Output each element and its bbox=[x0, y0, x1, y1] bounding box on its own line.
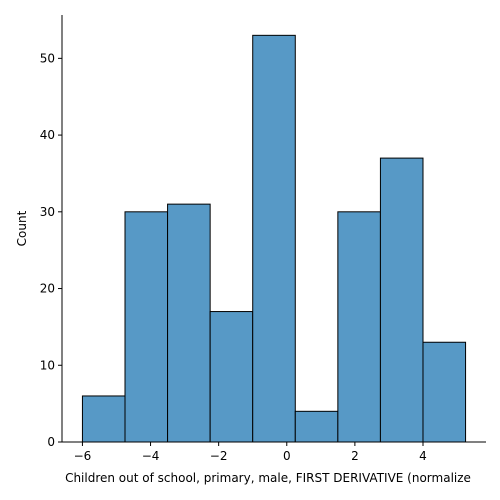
histogram-bars bbox=[81, 34, 467, 443]
histogram-bar bbox=[209, 311, 254, 443]
x-axis-label: Children out of school, primary, male, F… bbox=[65, 471, 471, 485]
histogram-bar bbox=[124, 211, 169, 443]
x-tick-label: −2 bbox=[210, 449, 228, 463]
x-tick-label: 2 bbox=[351, 449, 359, 463]
histogram-bar bbox=[379, 157, 424, 443]
y-tick-label: 40 bbox=[40, 128, 55, 142]
x-tick-label: 4 bbox=[419, 449, 427, 463]
histogram-bar bbox=[337, 211, 381, 443]
y-tick-label: 30 bbox=[40, 205, 55, 219]
x-tick-label: −4 bbox=[142, 449, 160, 463]
x-tick-label: 0 bbox=[283, 449, 291, 463]
histogram-bar bbox=[252, 34, 296, 443]
y-axis-ticks: 0 10 20 30 40 50 bbox=[40, 51, 62, 449]
histogram-bar bbox=[167, 203, 211, 443]
y-tick-label: 0 bbox=[47, 435, 55, 449]
y-tick-label: 50 bbox=[40, 51, 55, 65]
histogram-bar bbox=[81, 395, 126, 443]
y-axis-label: Count bbox=[15, 210, 29, 246]
y-tick-label: 20 bbox=[40, 282, 55, 296]
histogram-bar bbox=[294, 410, 339, 443]
x-axis-ticks: −6 −4 −2 0 2 4 bbox=[74, 442, 427, 463]
histogram-bar bbox=[422, 341, 467, 443]
y-tick-label: 10 bbox=[40, 358, 55, 372]
x-tick-label: −6 bbox=[74, 449, 92, 463]
